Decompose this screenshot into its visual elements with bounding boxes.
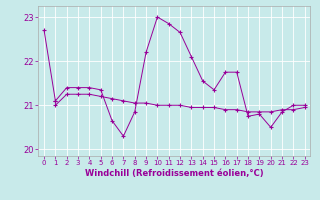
X-axis label: Windchill (Refroidissement éolien,°C): Windchill (Refroidissement éolien,°C) — [85, 169, 264, 178]
